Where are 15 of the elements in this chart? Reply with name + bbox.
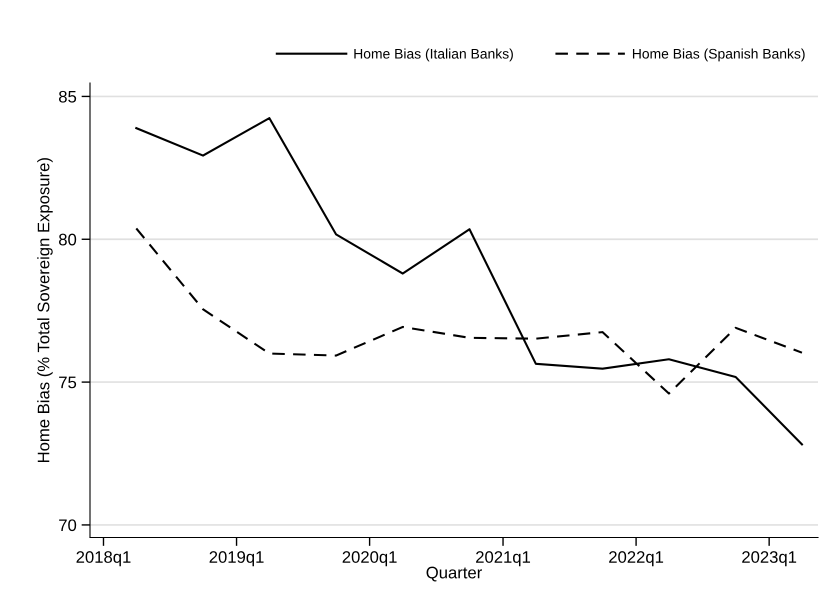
x-tick-label: 2018q1 <box>76 551 130 566</box>
line-series <box>135 117 804 446</box>
x-tick-label: 2019q1 <box>210 551 264 566</box>
x-tick-label: 2023q1 <box>742 551 796 566</box>
x-axis-title: Quarter <box>426 566 482 582</box>
y-tick-label: 70 <box>59 519 76 532</box>
y-axis-title: Home Bias (% Total Sovereign Exposure) <box>37 158 53 462</box>
x-tick-label: 2022q1 <box>609 551 664 566</box>
x-tick-label: 2020q1 <box>342 551 397 566</box>
x-tick-label: 2021q1 <box>476 551 530 566</box>
y-tick-label: 85 <box>58 90 76 103</box>
y-tick-label: 75 <box>59 376 76 388</box>
legend-label: Home Bias (Spanish Banks) <box>632 48 805 62</box>
legend-label: Home Bias (Italian Banks) <box>354 48 513 62</box>
y-tick-label: 80 <box>58 234 76 246</box>
